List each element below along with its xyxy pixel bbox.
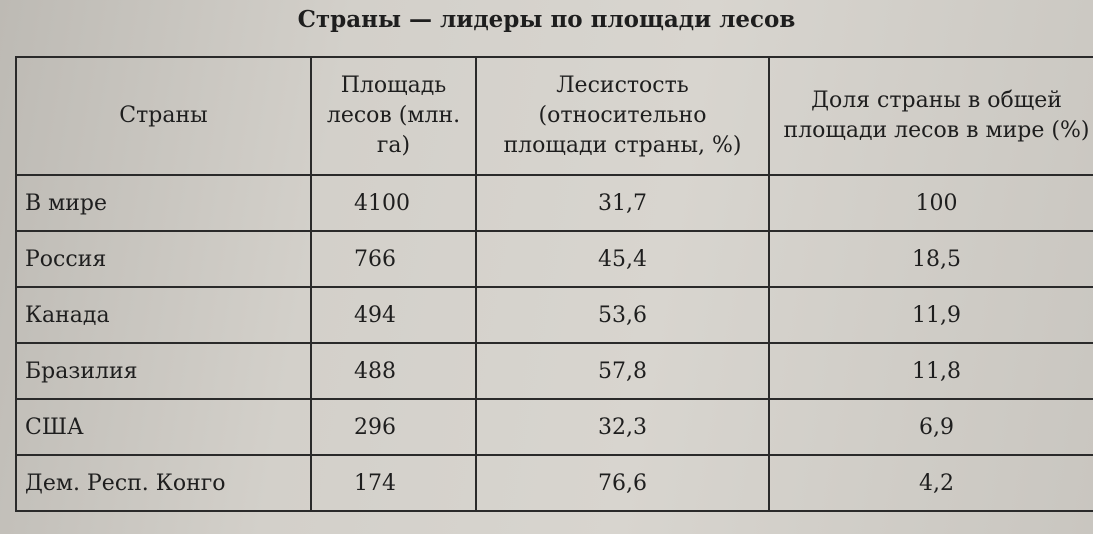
forest-cover-cell: 45,4 — [475, 230, 770, 288]
table-row: Дем. Респ. Конго 174 76,6 4,2 — [15, 454, 1093, 512]
world-share-cell: 11,8 — [768, 342, 1093, 400]
country-cell: США — [15, 398, 312, 456]
country-cell: Россия — [15, 230, 312, 288]
forest-area-cell: 4100 — [310, 174, 477, 232]
world-share-cell: 18,5 — [768, 230, 1093, 288]
forest-leaders-table: Страны Площадь лесов (млн. га) Лесистост… — [15, 56, 1093, 512]
country-cell: Канада — [15, 286, 312, 344]
forest-cover-cell: 57,8 — [475, 342, 770, 400]
forest-cover-cell: 53,6 — [475, 286, 770, 344]
world-share-cell: 6,9 — [768, 398, 1093, 456]
world-share-cell: 100 — [768, 174, 1093, 232]
table-row: США 296 32,3 6,9 — [15, 398, 1093, 456]
country-cell: Дем. Респ. Конго — [15, 454, 312, 512]
forest-cover-cell: 76,6 — [475, 454, 770, 512]
table-row: Канада 494 53,6 11,9 — [15, 286, 1093, 344]
forest-cover-cell: 31,7 — [475, 174, 770, 232]
forest-area-cell: 766 — [310, 230, 477, 288]
header-row: Страны Площадь лесов (млн. га) Лесистост… — [15, 56, 1093, 176]
header-forest-cover: Лесистость (относительно площади страны,… — [475, 56, 770, 176]
forest-area-cell: 296 — [310, 398, 477, 456]
header-forest-area: Площадь лесов (млн. га) — [310, 56, 477, 176]
table-row: Россия 766 45,4 18,5 — [15, 230, 1093, 288]
table-row: Бразилия 488 57,8 11,8 — [15, 342, 1093, 400]
header-world-share: Доля страны в общей площади лесов в мире… — [768, 56, 1093, 176]
forest-area-cell: 488 — [310, 342, 477, 400]
table-row: В мире 4100 31,7 100 — [15, 174, 1093, 232]
world-share-cell: 4,2 — [768, 454, 1093, 512]
table-title: Страны — лидеры по площади лесов — [297, 6, 796, 33]
country-cell: В мире — [15, 174, 312, 232]
forest-cover-cell: 32,3 — [475, 398, 770, 456]
forest-area-cell: 174 — [310, 454, 477, 512]
header-country: Страны — [15, 56, 312, 176]
world-share-cell: 11,9 — [768, 286, 1093, 344]
country-cell: Бразилия — [15, 342, 312, 400]
forest-area-cell: 494 — [310, 286, 477, 344]
